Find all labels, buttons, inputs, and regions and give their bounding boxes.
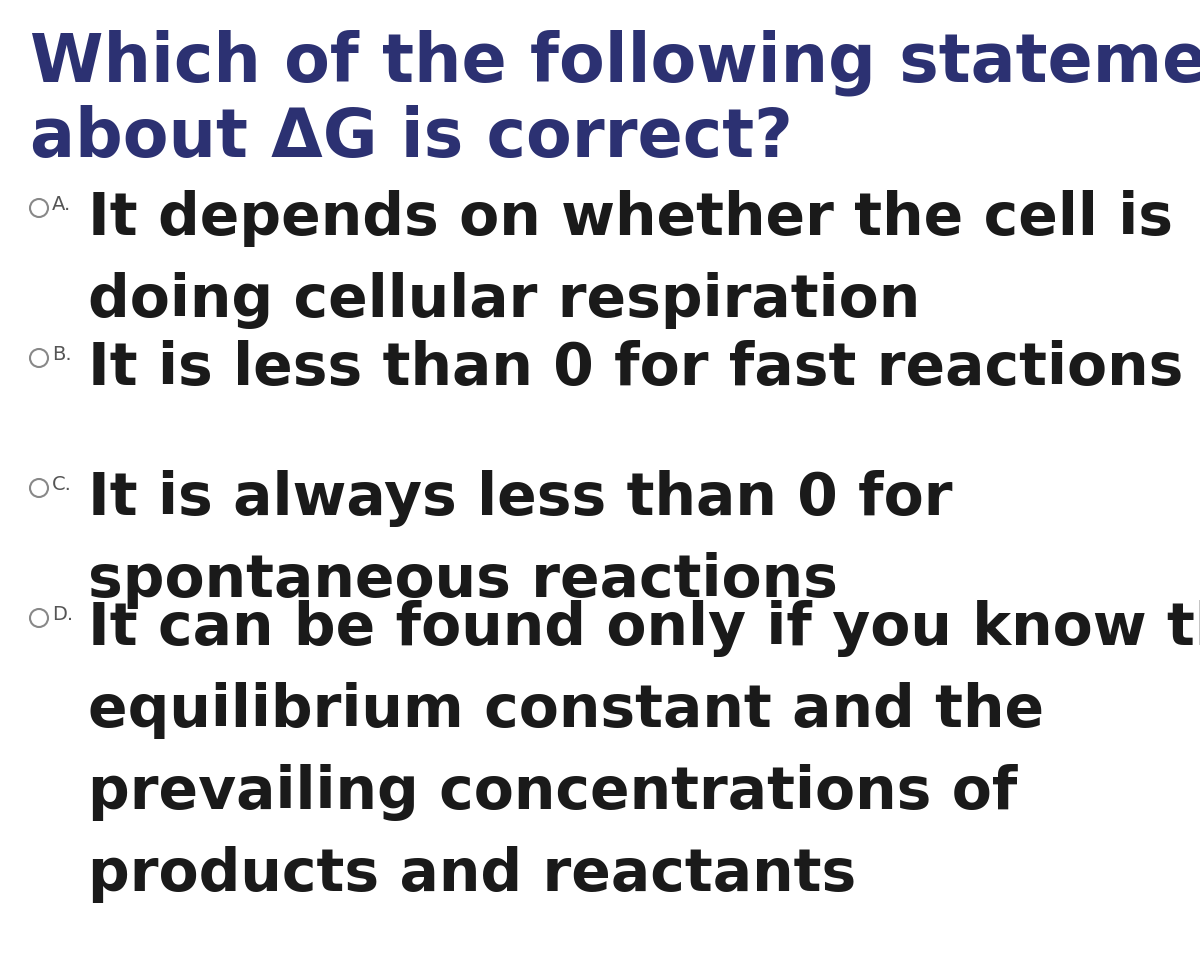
Text: It depends on whether the cell is: It depends on whether the cell is: [88, 190, 1174, 247]
Text: It is less than 0 for fast reactions: It is less than 0 for fast reactions: [88, 340, 1183, 397]
Text: D.: D.: [52, 605, 73, 624]
Text: about ΔG is correct?: about ΔG is correct?: [30, 105, 793, 171]
Text: equilibrium constant and the: equilibrium constant and the: [88, 682, 1044, 739]
Text: C.: C.: [52, 475, 72, 494]
Text: prevailing concentrations of: prevailing concentrations of: [88, 764, 1018, 821]
Text: Which of the following statements: Which of the following statements: [30, 30, 1200, 96]
Text: A.: A.: [52, 195, 71, 214]
Text: B.: B.: [52, 345, 72, 364]
Text: It can be found only if you know the: It can be found only if you know the: [88, 600, 1200, 657]
Text: spontaneous reactions: spontaneous reactions: [88, 552, 838, 609]
Text: products and reactants: products and reactants: [88, 846, 857, 903]
Text: It is always less than 0 for: It is always less than 0 for: [88, 470, 953, 527]
Text: doing cellular respiration: doing cellular respiration: [88, 272, 920, 329]
